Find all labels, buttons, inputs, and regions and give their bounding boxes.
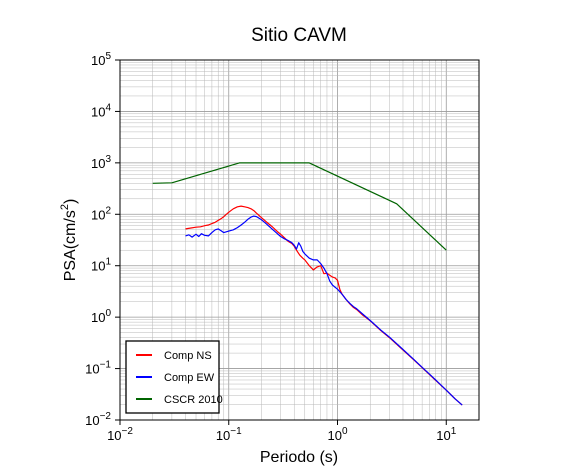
y-tick-label: 10−1	[85, 360, 111, 377]
y-axis-title: PSA(cm/s2)	[59, 199, 79, 282]
series-layer	[152, 162, 463, 406]
plot-frame	[119, 59, 480, 421]
y-tick-label: 103	[91, 154, 111, 171]
series-line-cscr-2010	[152, 162, 447, 251]
y-tick-label: 102	[91, 205, 111, 222]
y-tick-label: 104	[91, 102, 111, 119]
y-axis-title-sup: 2	[59, 204, 71, 210]
y-axis-title-close: )	[62, 199, 79, 204]
y-tick-label: 101	[91, 257, 111, 274]
y-tick-label: 10−2	[85, 411, 111, 428]
chart-title: Sitio CAVM	[251, 25, 347, 46]
y-tick-label: 105	[91, 51, 111, 68]
x-tick-label: 10−1	[216, 426, 242, 443]
y-axis-title-base: PSA(cm/s	[62, 210, 79, 281]
legend-label: Comp NS	[164, 350, 212, 362]
x-tick-labels: 10−2 10−1 100 101	[107, 420, 457, 443]
x-tick-label: 100	[327, 426, 347, 443]
y-tick-labels: 10−2 10−1 100 101 102 103 104 105	[85, 51, 120, 428]
series-line-comp-ns	[185, 205, 463, 406]
legend: Comp NS Comp EW CSCR 2010	[125, 340, 223, 414]
x-tick-label: 101	[436, 426, 456, 443]
legend-label: CSCR 2010	[164, 394, 223, 406]
x-tick-label: 10−2	[107, 426, 133, 443]
series-line-comp-ew	[185, 215, 463, 406]
x-axis-title: Periodo (s)	[260, 449, 338, 466]
y-tick-label: 100	[91, 308, 111, 325]
legend-label: Comp EW	[164, 372, 215, 384]
